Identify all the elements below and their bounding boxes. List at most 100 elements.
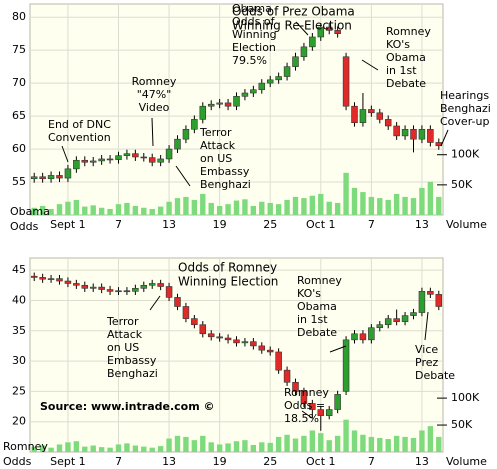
- volume-bar: [393, 435, 400, 452]
- volume-bar: [183, 196, 189, 215]
- volume-label: Volume: [446, 218, 487, 231]
- volume-bar: [377, 198, 383, 215]
- y-tick-label: 65: [12, 109, 26, 122]
- volume-bar: [191, 440, 198, 452]
- annotation: Hearings: [440, 89, 489, 102]
- volume-bar: [275, 204, 282, 215]
- candle-body: [359, 333, 367, 341]
- volume-label: Volume: [446, 455, 487, 468]
- volume-bar: [343, 172, 349, 215]
- plot-area: [29, 257, 444, 453]
- y-axis-label: Obama: [10, 205, 50, 218]
- candle-body: [216, 336, 223, 339]
- volume-bar: [250, 444, 257, 452]
- chart-title: Winning Re-Election: [232, 19, 352, 33]
- volume-bar: [259, 442, 265, 452]
- volume-bar: [351, 187, 358, 215]
- candle-body: [30, 275, 38, 278]
- annotation: Attack: [200, 139, 236, 152]
- annotation: Romney: [132, 75, 177, 88]
- annotation-arrow: [440, 129, 449, 147]
- annotation: Terror: [106, 315, 139, 328]
- candle-body: [418, 291, 426, 313]
- volume-bar: [360, 434, 366, 452]
- candle-body: [89, 160, 97, 163]
- candle-body: [241, 92, 249, 97]
- volume-bar: [183, 436, 189, 452]
- volume-bar: [427, 426, 434, 452]
- volume-bar: [410, 437, 417, 452]
- x-tick-label: 7: [368, 218, 375, 231]
- volume-bar: [90, 205, 96, 215]
- y-tick-label: 20: [12, 415, 26, 428]
- candle-body: [427, 128, 434, 143]
- candle-body: [376, 324, 384, 329]
- candle-body: [81, 284, 89, 289]
- candle-body: [368, 109, 375, 114]
- volume-bar: [208, 442, 214, 452]
- candle-body: [216, 102, 223, 105]
- candle-body: [250, 89, 257, 94]
- candle-body: [174, 138, 181, 150]
- x-tick-label: Sept 1: [50, 218, 86, 231]
- annotation: Debate: [297, 326, 337, 339]
- volume-bar: [82, 206, 88, 215]
- candle-body: [401, 128, 409, 137]
- candle-body: [368, 327, 375, 341]
- volume-bar: [56, 204, 63, 215]
- volume-bar: [73, 199, 80, 215]
- volume-bar: [292, 196, 299, 215]
- y-tick-label: 25: [12, 384, 26, 397]
- annotation: Odds =: [284, 399, 325, 412]
- volume-bar: [368, 436, 375, 452]
- candle-body: [39, 277, 46, 280]
- volume-bar: [284, 434, 290, 452]
- annotation: Cover-up: [440, 115, 489, 128]
- x-tick-label: 25: [263, 455, 277, 468]
- y-tick-label: 30: [12, 354, 26, 367]
- annotation: Winning: [232, 28, 277, 41]
- candle-body: [283, 369, 291, 383]
- candle-body: [89, 286, 97, 289]
- volume-bar: [242, 199, 248, 215]
- volume-bar: [191, 199, 198, 215]
- annotation: on US: [107, 341, 139, 354]
- volume-bar: [419, 187, 425, 215]
- volume-bar: [233, 441, 240, 452]
- volume-bar: [31, 446, 37, 452]
- candle-body: [56, 175, 63, 179]
- volume-bar: [368, 196, 375, 215]
- candle-body: [283, 66, 291, 77]
- candle-body: [207, 333, 215, 338]
- candle-body: [309, 403, 316, 410]
- candle-body: [148, 157, 156, 163]
- candle-body: [174, 297, 181, 307]
- candle-body: [157, 283, 164, 287]
- y-tick-label: 55: [12, 175, 26, 188]
- annotation: Benghazi: [200, 178, 251, 191]
- volume-bar: [225, 204, 231, 215]
- candle-body: [334, 30, 341, 34]
- candle-body: [393, 318, 400, 322]
- candle-body: [132, 288, 139, 292]
- volume-bar: [436, 196, 442, 215]
- annotation: "47%": [137, 88, 172, 101]
- candle-body: [132, 153, 139, 158]
- candle-body: [73, 283, 80, 286]
- volume-bar: [385, 439, 391, 452]
- candle-body: [98, 158, 105, 162]
- y-tick-label: 70: [12, 76, 26, 89]
- y-tick-label: 40: [12, 293, 26, 306]
- candle-body: [275, 76, 282, 81]
- volume-bar: [149, 447, 155, 452]
- candle-body: [182, 306, 190, 319]
- annotation: Debate: [415, 369, 455, 382]
- volume-bar: [326, 201, 332, 215]
- volume-bar: [427, 181, 434, 215]
- candle-body: [393, 125, 400, 137]
- candle-body: [47, 175, 55, 180]
- candle-body: [342, 56, 350, 107]
- candle-body: [123, 290, 131, 293]
- y-axis-label: Odds: [10, 220, 39, 233]
- volume-bar: [174, 435, 181, 452]
